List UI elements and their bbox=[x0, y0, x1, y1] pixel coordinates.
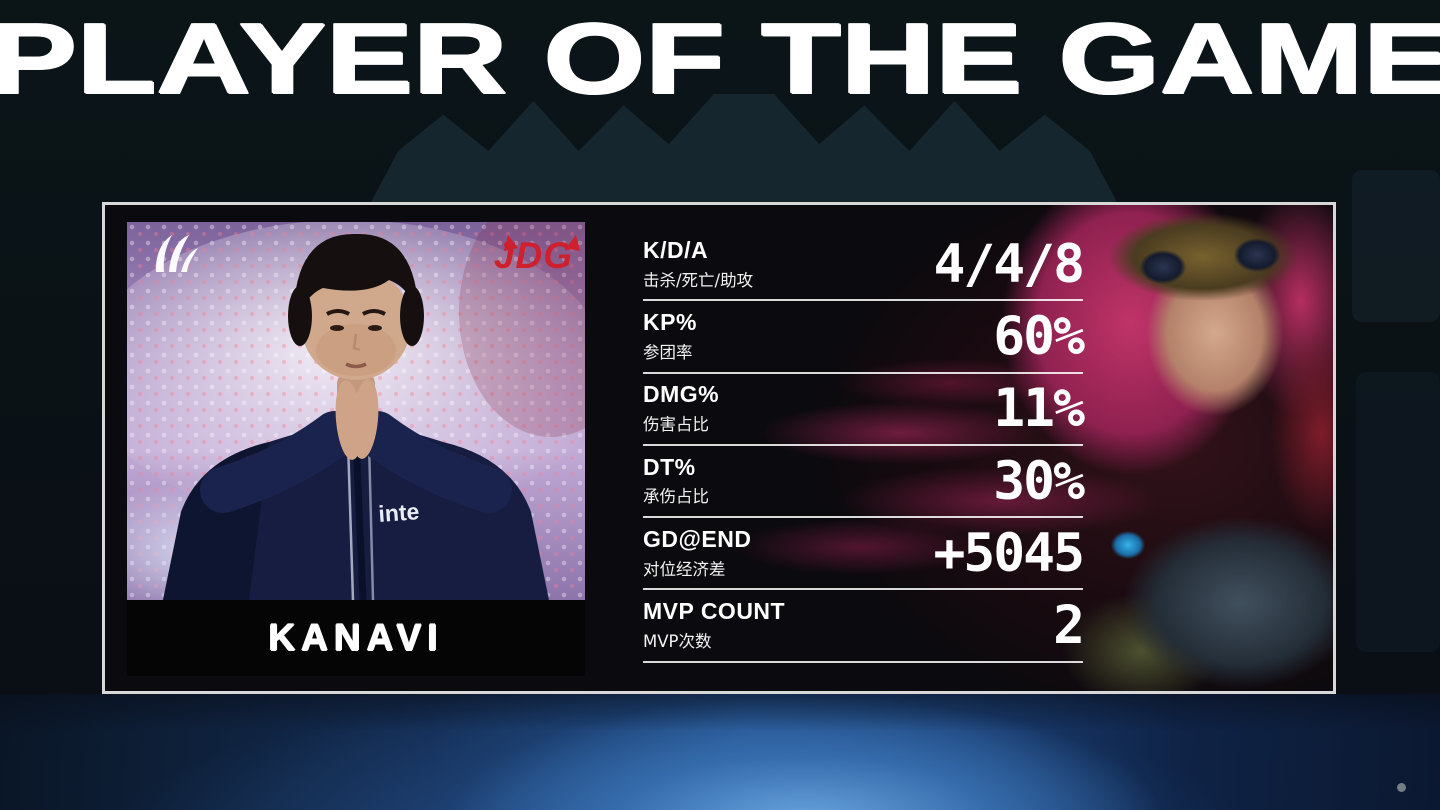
stat-value: 11% bbox=[993, 378, 1085, 440]
stat-row-kp: KP% 参团率 60% bbox=[643, 301, 1085, 374]
stat-row-kda: K/D/A 击杀/死亡/助攻 4/4/8 bbox=[643, 229, 1085, 302]
jdg-logo-text: JDG bbox=[494, 235, 573, 276]
jersey-sponsor-text: inte bbox=[378, 498, 421, 527]
player-of-the-game-card: inte JDG KANAVI K/D/A bbox=[102, 202, 1336, 694]
player-photo: inte JDG bbox=[127, 222, 585, 600]
player-photo-illustration: inte JDG bbox=[127, 222, 585, 600]
stat-label: DT% bbox=[643, 453, 696, 480]
stat-sublabel: 参团率 bbox=[643, 342, 693, 362]
page-title: PLAYER OF THE GAME bbox=[0, 3, 1440, 115]
stat-value: 2 bbox=[1053, 595, 1085, 657]
stat-sublabel: 伤害占比 bbox=[643, 415, 709, 435]
stat-row-dt: DT% 承伤占比 30% bbox=[643, 446, 1085, 519]
stat-sublabel: 对位经济差 bbox=[643, 559, 726, 579]
stat-value: +5045 bbox=[933, 522, 1085, 584]
stat-sublabel: 承伤占比 bbox=[643, 487, 709, 507]
watermark-dot bbox=[1397, 783, 1406, 792]
stats-panel: K/D/A 击杀/死亡/助攻 4/4/8 KP% 参团率 60% DMG% 伤害… bbox=[643, 229, 1085, 663]
player-silhouette: inte bbox=[163, 233, 549, 600]
stat-label: DMG% bbox=[643, 381, 720, 408]
stat-row-dmg: DMG% 伤害占比 11% bbox=[643, 374, 1085, 446]
stat-row-mvp: MVP COUNT MVP次数 2 bbox=[643, 590, 1085, 663]
player-name-plate: KANAVI bbox=[127, 600, 585, 676]
background-shape bbox=[1356, 372, 1440, 652]
background-shape bbox=[1352, 170, 1440, 322]
stat-sublabel: 击杀/死亡/助攻 bbox=[643, 270, 754, 290]
led-red-tint bbox=[459, 222, 585, 437]
player-name: KANAVI bbox=[268, 617, 444, 658]
jdg-logo: JDG bbox=[494, 235, 580, 276]
stat-value: 30% bbox=[993, 450, 1085, 512]
team-claw-icon bbox=[155, 235, 198, 272]
stat-label: K/D/A bbox=[643, 236, 709, 263]
stat-value: 4/4/8 bbox=[933, 233, 1085, 295]
stat-sublabel: MVP次数 bbox=[643, 632, 712, 652]
stat-label: KP% bbox=[643, 309, 697, 336]
stat-row-gdend: GD@END 对位经济差 +5045 bbox=[643, 518, 1085, 591]
stat-value: 60% bbox=[993, 305, 1085, 367]
stat-label: GD@END bbox=[643, 525, 752, 552]
bottom-gradient-band bbox=[0, 694, 1440, 810]
stat-label: MVP COUNT bbox=[643, 598, 786, 625]
champion-vi-artwork bbox=[535, 205, 1333, 691]
clasped-hands bbox=[335, 379, 379, 460]
